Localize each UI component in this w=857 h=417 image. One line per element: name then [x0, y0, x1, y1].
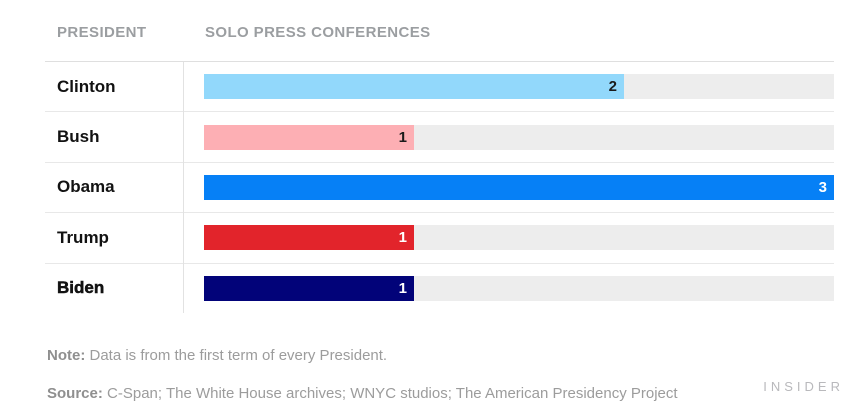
source-label: Source:: [47, 385, 103, 402]
bar-value-label: 3: [818, 178, 827, 196]
bar-cell: 1: [183, 225, 834, 251]
chart-source: Source: C-Span; The White House archives…: [47, 384, 687, 404]
bar-fill: 1: [204, 275, 414, 301]
bar-fill: 3: [204, 174, 834, 200]
bar-value-label: 1: [398, 128, 407, 146]
bar-track: 1: [204, 124, 834, 150]
bar-track: 1: [204, 275, 834, 301]
table-body: Clinton 2 Bush 1 Obama 3 Trump 1 Biden 1: [45, 62, 834, 313]
bar-chart: Clinton 2 Bush 1 Obama 3 Trump 1 Biden 1: [45, 61, 834, 313]
bar-fill: 2: [204, 74, 624, 100]
table-row: Bush 1: [45, 112, 834, 163]
insider-logo: INSIDER: [763, 379, 844, 394]
bar-cell: 1: [183, 275, 834, 301]
table-row: Biden 1: [45, 264, 834, 313]
bar-track: 2: [204, 74, 834, 100]
bar-value-label: 1: [398, 229, 407, 247]
president-label: Clinton: [57, 76, 116, 96]
table-row: Trump 1: [45, 213, 834, 264]
column-header-president: PRESIDENT: [57, 24, 147, 41]
bar-track: 3: [204, 174, 834, 200]
table-row: Obama 3: [45, 163, 834, 214]
chart-note: Note: Data is from the first term of eve…: [47, 346, 387, 366]
table-row: Clinton 2: [45, 62, 834, 113]
bar-cell: 2: [183, 74, 834, 100]
note-label: Note:: [47, 347, 86, 364]
source-text: C-Span; The White House archives; WNYC s…: [107, 385, 678, 402]
president-label: Trump: [57, 227, 109, 247]
president-label: Obama: [57, 177, 115, 197]
bar-track: 1: [204, 225, 834, 251]
bar-cell: 3: [183, 174, 834, 200]
column-header-conferences: SOLO PRESS CONFERENCES: [205, 24, 431, 41]
note-text: Data is from the first term of every Pre…: [89, 347, 388, 364]
bar-value-label: 2: [608, 78, 617, 96]
bar-cell: 1: [183, 124, 834, 150]
bar-fill: 1: [204, 225, 414, 251]
president-label: Biden: [57, 278, 105, 298]
bar-fill: 1: [204, 124, 414, 150]
bar-value-label: 1: [398, 279, 407, 297]
president-label: Bush: [57, 127, 100, 147]
column-divider: [183, 62, 184, 313]
